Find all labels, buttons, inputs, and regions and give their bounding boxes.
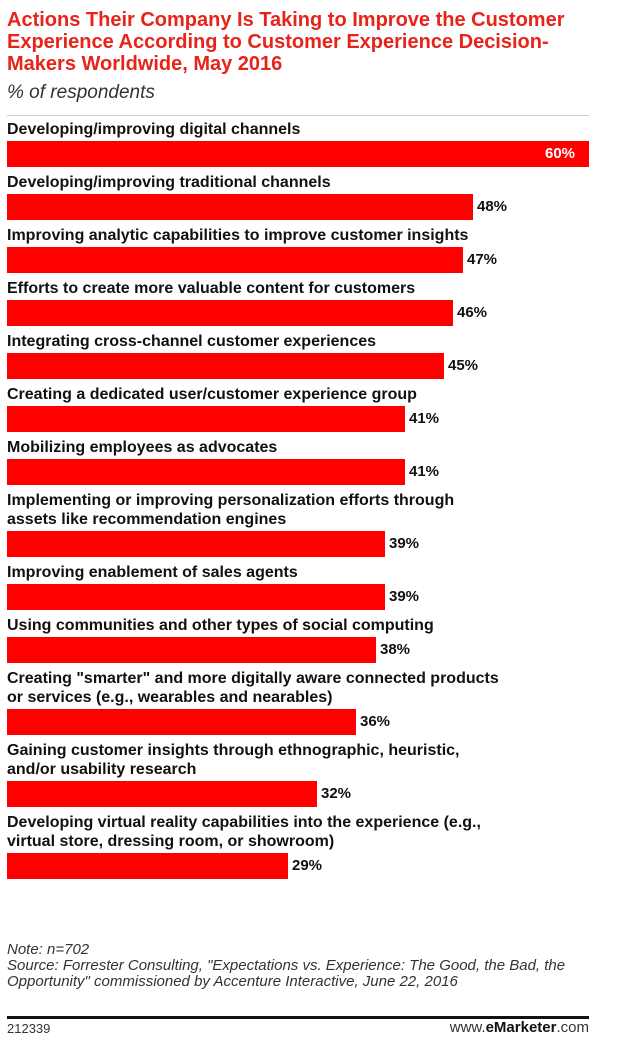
bar [7, 194, 473, 220]
data-label: 48% [477, 198, 508, 215]
data-label: 39% [389, 535, 420, 552]
bar [7, 709, 356, 735]
category-label-line: or services (e.g., wearables and nearabl… [7, 689, 333, 706]
bar-chart: Developing/improving digital channels 60%… [0, 114, 644, 934]
category-label: Improving analytic capabilities to impro… [7, 226, 597, 245]
data-label: 39% [389, 588, 420, 605]
chart-subtitle: % of respondents [7, 82, 155, 103]
data-label: 60% [545, 145, 576, 162]
source-text: Source: Forrester Consulting, "Expectati… [7, 957, 566, 990]
category-label: Gaining customer insights through ethnog… [7, 741, 597, 779]
category-label-line: Improving enablement of sales agents [7, 564, 298, 581]
bar [7, 353, 444, 379]
category-label: Integrating cross-channel customer exper… [7, 332, 597, 351]
category-label-line: Creating a dedicated user/customer exper… [7, 386, 417, 403]
bar [7, 459, 405, 485]
footer-rule [7, 1016, 589, 1019]
data-label: 32% [321, 785, 352, 802]
category-label-line: Gaining customer insights through ethnog… [7, 742, 460, 759]
category-label-line: Creating "smarter" and more digitally aw… [7, 670, 499, 687]
category-label-line: Developing virtual reality capabilities … [7, 814, 481, 831]
bar [7, 300, 453, 326]
category-label: Efforts to create more valuable content … [7, 279, 597, 298]
category-label: Developing/improving digital channels [7, 120, 597, 139]
category-label: Creating a dedicated user/customer exper… [7, 385, 597, 404]
bar [7, 853, 288, 879]
brand-logo: www.eMarketer.com [450, 1019, 589, 1036]
bar [7, 247, 463, 273]
category-label: Improving enablement of sales agents [7, 563, 597, 582]
category-label-line: Implementing or improving personalizatio… [7, 492, 455, 509]
data-label: 36% [360, 713, 391, 730]
data-label: 41% [409, 410, 440, 427]
category-label-line: Integrating cross-channel customer exper… [7, 333, 377, 350]
category-label-line: Improving analytic capabilities to impro… [7, 227, 469, 244]
bar [7, 781, 317, 807]
data-label: 38% [380, 641, 411, 658]
data-label: 29% [292, 857, 323, 874]
category-label-line: Developing/improving traditional channel… [7, 174, 331, 191]
bar [7, 141, 589, 167]
brand-suffix: .com [556, 1019, 589, 1036]
category-label: Implementing or improving personalizatio… [7, 491, 597, 529]
category-label: Mobilizing employees as advocates [7, 438, 597, 457]
category-label-line: Mobilizing employees as advocates [7, 439, 278, 456]
brand-prefix: www. [449, 1019, 486, 1036]
top-divider [7, 115, 589, 116]
data-label: 45% [448, 357, 479, 374]
category-label: Creating "smarter" and more digitally aw… [7, 669, 597, 707]
chart-id: 212339 [7, 1021, 51, 1036]
note-text: Note: n=702 [7, 941, 90, 958]
category-label-line: Efforts to create more valuable content … [7, 280, 416, 297]
category-label-line: virtual store, dressing room, or showroo… [7, 833, 335, 850]
category-label-line: assets like recommendation engines [7, 511, 287, 528]
category-label: Developing/improving traditional channel… [7, 173, 597, 192]
data-label: 41% [409, 463, 440, 480]
bar [7, 584, 385, 610]
data-label: 47% [467, 251, 498, 268]
category-label-line: and/or usability research [7, 761, 197, 778]
bar [7, 406, 405, 432]
bar [7, 531, 385, 557]
bar [7, 637, 376, 663]
category-label: Using communities and other types of soc… [7, 616, 597, 635]
category-label-line: Using communities and other types of soc… [7, 617, 434, 634]
category-label-line: Developing/improving digital channels [7, 121, 301, 138]
chart-title: Actions Their Company Is Taking to Impro… [7, 9, 565, 75]
data-label: 46% [457, 304, 488, 321]
chart-notes: Note: n=702 Source: Forrester Consulting… [7, 942, 597, 990]
brand-name: eMarketer [485, 1019, 557, 1036]
category-label: Developing virtual reality capabilities … [7, 813, 597, 851]
